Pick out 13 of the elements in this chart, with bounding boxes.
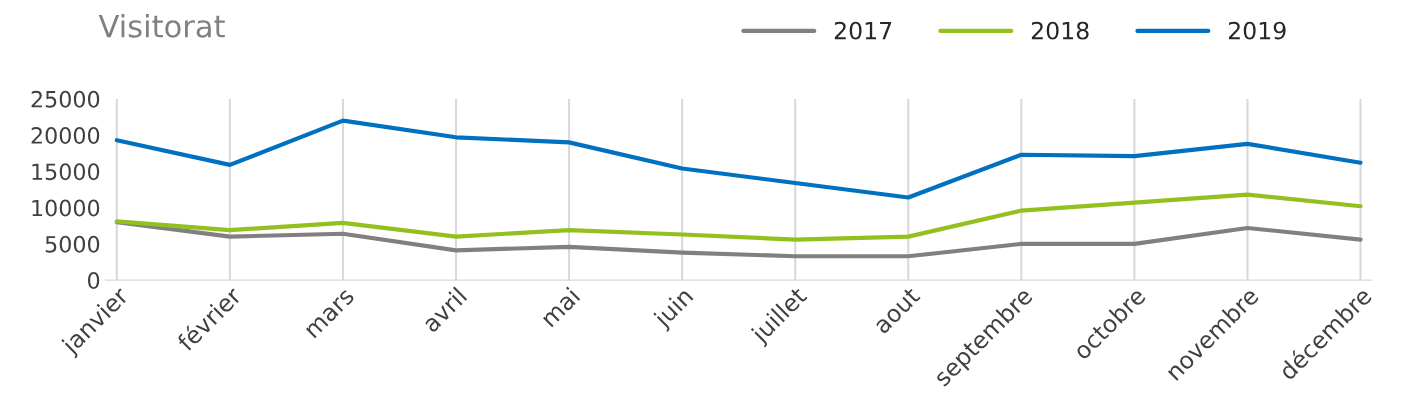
- y-tick-label: 0: [87, 272, 100, 289]
- legend-label: 2019: [1228, 21, 1286, 40]
- line-series: [114, 220, 1363, 259]
- chart-title: Visitorat: [98, 14, 225, 38]
- y-tick-label: 10000: [32, 199, 100, 217]
- legend-label: 2017: [834, 21, 892, 40]
- y-tick-label: 25000: [31, 90, 100, 108]
- y-tick-label: 20000: [31, 127, 100, 144]
- line-series: [114, 118, 1363, 200]
- y-tick-label: 5000: [45, 235, 100, 253]
- line-series: [114, 192, 1363, 242]
- legend-label: 2018: [1031, 21, 1089, 40]
- y-tick-label: 15000: [32, 163, 100, 181]
